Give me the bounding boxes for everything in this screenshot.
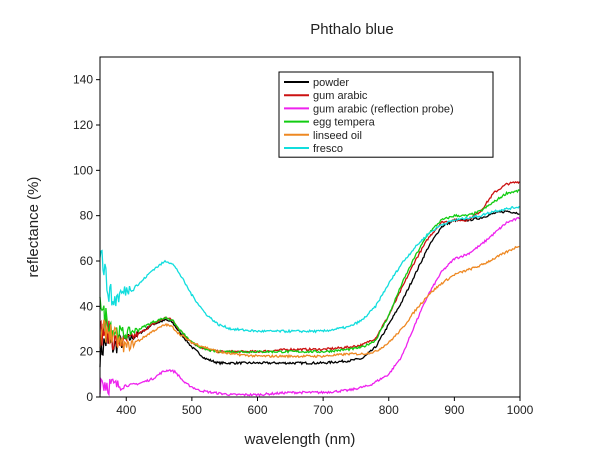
legend-item-label: gum arabic [313, 90, 368, 102]
series-line-2 [99, 217, 520, 397]
y-tick-label: 60 [80, 254, 94, 268]
legend-item-label: gum arabic (reflection probe) [313, 103, 454, 115]
series-line-3 [99, 188, 520, 354]
y-tick-label: 40 [80, 299, 94, 313]
legend-item-label: linseed oil [313, 130, 362, 142]
x-tick-label: 600 [247, 403, 267, 417]
y-axis: 0 20 40 60 80 100 120 140 [73, 73, 100, 404]
x-tick-label: 900 [444, 403, 464, 417]
plot-frame [99, 56, 521, 398]
y-tick-label: 140 [73, 73, 93, 87]
series-line-0 [99, 210, 520, 368]
chart-title: Phthalo blue [310, 21, 393, 38]
series-line-1 [99, 181, 520, 354]
legend-box [278, 71, 494, 158]
y-tick-label: 20 [80, 345, 94, 359]
x-axis-title: wavelength (nm) [244, 431, 356, 448]
legend-item-label: powder [313, 77, 349, 89]
legend-item-label: egg tempera [313, 117, 376, 129]
x-tick-label: 400 [116, 403, 136, 417]
series-line-5 [99, 205, 520, 334]
y-tick-label: 100 [73, 163, 93, 177]
y-tick-label: 80 [80, 209, 94, 223]
x-tick-label: 700 [313, 403, 333, 417]
y-tick-label: 0 [86, 390, 93, 404]
x-tick-label: 500 [182, 403, 202, 417]
series-line-4 [99, 245, 520, 359]
plot-lines [99, 181, 520, 397]
y-tick-label: 120 [73, 118, 93, 132]
legend-item-label: fresco [313, 143, 343, 155]
y-axis-title: reflectance (%) [25, 177, 42, 278]
x-tick-label: 1000 [507, 403, 534, 417]
x-tick-label: 800 [379, 403, 399, 417]
x-axis: 400 500 600 700 800 900 1000 [116, 397, 534, 417]
